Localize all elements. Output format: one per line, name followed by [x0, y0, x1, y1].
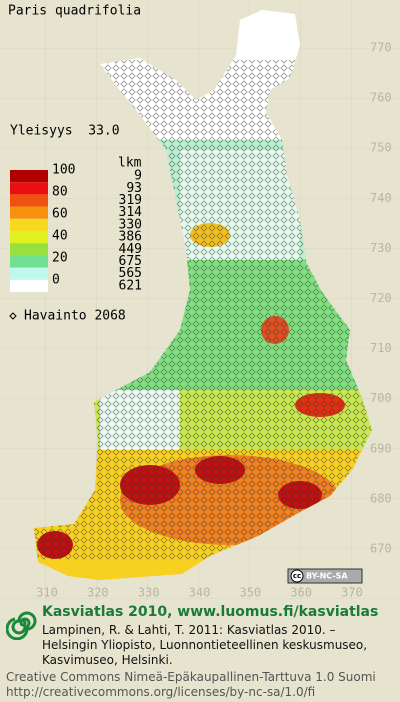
legend-label: 60: [52, 206, 68, 221]
y-tick-label: 670: [370, 542, 392, 556]
text-line: Lampinen, R. & Lahti, T. 2011: Kasviatla…: [42, 623, 336, 637]
y-tick-label: 710: [370, 341, 392, 355]
legend-swatch: [10, 279, 48, 292]
text-line: http://creativecommons.org/licenses/by-n…: [6, 685, 316, 699]
y-tick-label: 770: [370, 41, 392, 55]
legend-label: 80: [52, 184, 68, 199]
legend-count: 565: [119, 266, 142, 281]
observation-symbol: [9, 312, 17, 320]
x-tick-label: 340: [189, 586, 211, 600]
count-header: lkm: [118, 156, 142, 171]
text-line: Helsingin Yliopisto, Luonnontieteellinen…: [42, 638, 368, 652]
map: Paris quadrifolia Yleisyys 33.0 lkm 9933…: [0, 0, 400, 600]
frequency: Yleisyys 33.0: [10, 124, 120, 139]
legend-swatch: [10, 182, 48, 195]
legend-count: 449: [119, 242, 142, 257]
legend-swatch: [10, 218, 48, 231]
y-tick-label: 740: [370, 191, 392, 205]
cc-terms: BY-NC-SA: [306, 572, 348, 581]
legend-swatch: [10, 206, 48, 219]
footer-heading: Kasviatlas 2010, www.luomus.fi/kasviatla…: [42, 604, 379, 620]
y-tick-label: 700: [370, 391, 392, 405]
license-badge: cc BY-NC-SA: [287, 568, 363, 584]
legend-count: 314: [119, 205, 143, 220]
legend-count: 93: [126, 181, 142, 196]
citation: Lampinen, R. & Lahti, T. 2011: Kasviatla…: [42, 623, 400, 668]
license: Creative Commons Nimeä-Epäkaupallinen-Ta…: [6, 670, 400, 700]
logo: [6, 611, 37, 640]
species-title: Paris quadrifolia: [8, 4, 141, 19]
y-tick-label: 690: [370, 441, 392, 455]
y-tick-label: 760: [370, 91, 392, 105]
x-tick-label: 310: [36, 586, 58, 600]
cc-mark: cc: [293, 572, 301, 580]
x-tick-label: 350: [239, 586, 261, 600]
legend-swatch: [10, 231, 48, 244]
legend-label: 40: [52, 228, 68, 243]
text-line: Kasvimuseo, Helsinki.: [42, 653, 173, 667]
legend-swatch: [10, 243, 48, 256]
y-tick-label: 730: [370, 241, 392, 255]
legend-swatch: [10, 267, 48, 280]
y-tick-label: 680: [370, 491, 392, 505]
observations: Havainto 2068: [24, 309, 126, 324]
text-line: Creative Commons Nimeä-Epäkaupallinen-Ta…: [6, 670, 376, 684]
legend-count: 319: [119, 193, 142, 208]
legend-label: 20: [52, 250, 68, 265]
legend-label: 0: [52, 272, 60, 287]
y-tick-label: 720: [370, 291, 392, 305]
axes: 770 760 750 740 730 720 710 700 690 680 670 310 320 3…: [36, 41, 392, 600]
legend-count: 675: [119, 254, 142, 269]
legend-count: 621: [119, 278, 142, 293]
legend-swatch: [10, 194, 48, 207]
legend-count: 9: [134, 169, 142, 184]
x-tick-label: 330: [138, 586, 160, 600]
legend-swatch: [10, 170, 48, 183]
x-tick-label: 360: [290, 586, 312, 600]
legend-label: 100: [52, 163, 75, 178]
legend-count: 386: [119, 230, 142, 245]
y-tick-label: 750: [370, 141, 392, 155]
legend-count: 330: [119, 217, 142, 232]
x-tick-label: 370: [341, 586, 363, 600]
x-tick-label: 320: [87, 586, 109, 600]
legend-swatch: [10, 255, 48, 268]
